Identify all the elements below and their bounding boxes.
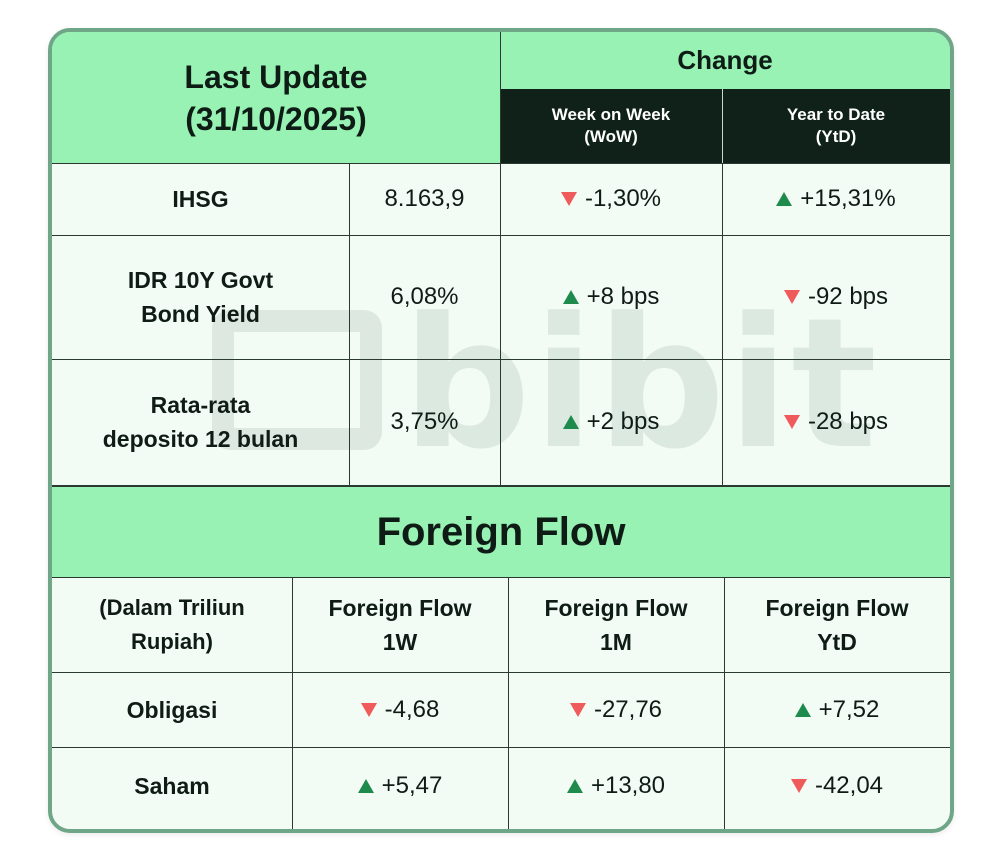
wow-label: Week on Week xyxy=(551,105,671,124)
ff-saham-ytd: -42,04 xyxy=(724,747,950,825)
grid-line xyxy=(52,747,950,748)
grid-line xyxy=(52,235,950,236)
down-arrow-icon xyxy=(569,702,586,717)
row-value-ihsg: 8.163,9 xyxy=(384,185,465,212)
grid-line xyxy=(52,163,950,164)
row-label-bond-yield: IDR 10Y Govt Bond Yield xyxy=(127,267,274,327)
row-label-ihsg: IHSG xyxy=(172,186,229,212)
ytd-header: Year to Date (YtD) xyxy=(722,89,950,163)
down-arrow-icon xyxy=(790,779,807,793)
up-arrow-icon xyxy=(776,192,793,206)
last-update-header: Last Update (31/10/2025) xyxy=(52,32,500,163)
ff-obligasi-ytd: +7,52 xyxy=(724,672,950,747)
last-update-date: (31/10/2025) xyxy=(185,100,367,137)
ff-row-label-obligasi: Obligasi xyxy=(126,696,218,723)
ff-unit-header: (Dalam Triliun Rupiah) xyxy=(99,595,245,654)
down-arrow-icon xyxy=(360,702,377,717)
wow-header: Week on Week (WoW) xyxy=(500,89,722,163)
ff-obligasi-1m: -27,76 xyxy=(508,672,724,747)
ff-saham-1w: +5,47 xyxy=(292,747,508,825)
up-arrow-icon xyxy=(357,779,374,793)
grid-line xyxy=(52,577,950,578)
row-value-deposito: 3,75% xyxy=(390,408,459,435)
grid-line xyxy=(500,32,501,487)
foreign-flow-title: Foreign Flow xyxy=(376,509,626,554)
row-wow-deposito: +2 bps xyxy=(500,359,722,485)
grid-line xyxy=(52,485,950,487)
row-ytd-bond-yield: -92 bps xyxy=(722,235,950,359)
up-arrow-icon xyxy=(566,779,583,793)
last-update-label: Last Update xyxy=(184,58,368,95)
grid-line xyxy=(722,163,723,487)
up-arrow-icon xyxy=(562,415,579,429)
ff-row-label-saham: Saham xyxy=(134,773,210,799)
wow-abbr: (WoW) xyxy=(584,127,638,146)
change-header: Change xyxy=(500,32,950,89)
row-value-bond-yield: 6,08% xyxy=(390,283,459,310)
grid-line xyxy=(349,163,350,487)
row-ytd-deposito: -28 bps xyxy=(722,359,950,485)
grid-line xyxy=(52,672,950,673)
up-arrow-icon xyxy=(562,290,579,304)
ff-ytd-header: Foreign Flow YtD xyxy=(765,595,909,655)
row-label-deposito: Rata-rata deposito 12 bulan xyxy=(102,392,299,452)
grid-line xyxy=(52,359,950,360)
change-label: Change xyxy=(677,45,773,75)
foreign-flow-header: Foreign Flow xyxy=(52,487,950,577)
down-arrow-icon xyxy=(560,192,577,206)
grid-line xyxy=(508,578,509,829)
down-arrow-icon xyxy=(783,290,800,304)
ff-saham-1m: +13,80 xyxy=(508,747,724,825)
row-wow-ihsg: -1,30% xyxy=(500,163,722,235)
ff-1w-header: Foreign Flow 1W xyxy=(328,595,472,655)
row-wow-bond-yield: +8 bps xyxy=(500,235,722,359)
down-arrow-icon xyxy=(783,415,800,429)
grid-line xyxy=(292,578,293,829)
ytd-label: Year to Date xyxy=(786,105,886,124)
up-arrow-icon xyxy=(794,702,811,717)
ytd-abbr: (YtD) xyxy=(815,127,857,146)
ff-obligasi-1w: -4,68 xyxy=(292,672,508,747)
grid-line xyxy=(724,578,725,829)
row-ytd-ihsg: +15,31% xyxy=(722,163,950,235)
ff-1m-header: Foreign Flow 1M xyxy=(544,595,688,655)
market-summary-card: bibit Last Update (31/10/2025) Change We… xyxy=(48,28,954,833)
